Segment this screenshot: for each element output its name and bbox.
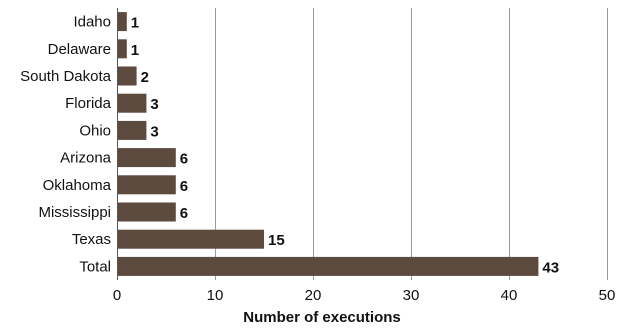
bars	[118, 12, 539, 276]
data-label: 2	[141, 69, 149, 86]
bar	[118, 229, 264, 249]
category-label: Idaho	[73, 14, 111, 31]
x-axis-ticks: 0 10 20 30 40 50	[113, 287, 616, 304]
data-label: 6	[180, 205, 188, 222]
x-tick-label: 20	[305, 287, 322, 304]
x-tick-label: 30	[403, 287, 420, 304]
x-tick-label: 0	[113, 287, 121, 304]
bar	[118, 93, 147, 113]
x-tick-label: 10	[207, 287, 224, 304]
data-label: 6	[180, 151, 188, 168]
x-axis-title: Number of executions	[243, 309, 401, 326]
data-label: 1	[131, 15, 139, 32]
category-label: Delaware	[48, 41, 111, 58]
bar	[118, 175, 176, 195]
bar	[118, 66, 137, 86]
bar	[118, 148, 176, 168]
category-label: Ohio	[79, 122, 111, 139]
category-label: Mississippi	[38, 204, 111, 221]
data-label: 6	[180, 178, 188, 195]
category-label: Total	[79, 258, 111, 275]
category-label: Oklahoma	[43, 177, 112, 194]
data-label: 3	[150, 123, 158, 140]
x-tick-label: 50	[599, 287, 616, 304]
category-labels: Idaho Delaware South Dakota Florida Ohio Ariz…	[20, 14, 112, 276]
category-label: Arizona	[60, 150, 112, 167]
bar	[118, 202, 176, 222]
bar	[118, 256, 539, 276]
data-label: 1	[131, 42, 139, 59]
x-tick-label: 40	[501, 287, 518, 304]
data-label: 3	[150, 96, 158, 113]
category-label: Texas	[72, 231, 111, 248]
bar	[118, 39, 127, 59]
bar	[118, 12, 127, 32]
category-label: South Dakota	[20, 68, 112, 85]
data-label: 43	[542, 259, 559, 276]
gridlines	[117, 8, 608, 280]
bar	[118, 120, 147, 140]
data-label: 15	[268, 232, 285, 249]
category-label: Florida	[65, 95, 112, 112]
